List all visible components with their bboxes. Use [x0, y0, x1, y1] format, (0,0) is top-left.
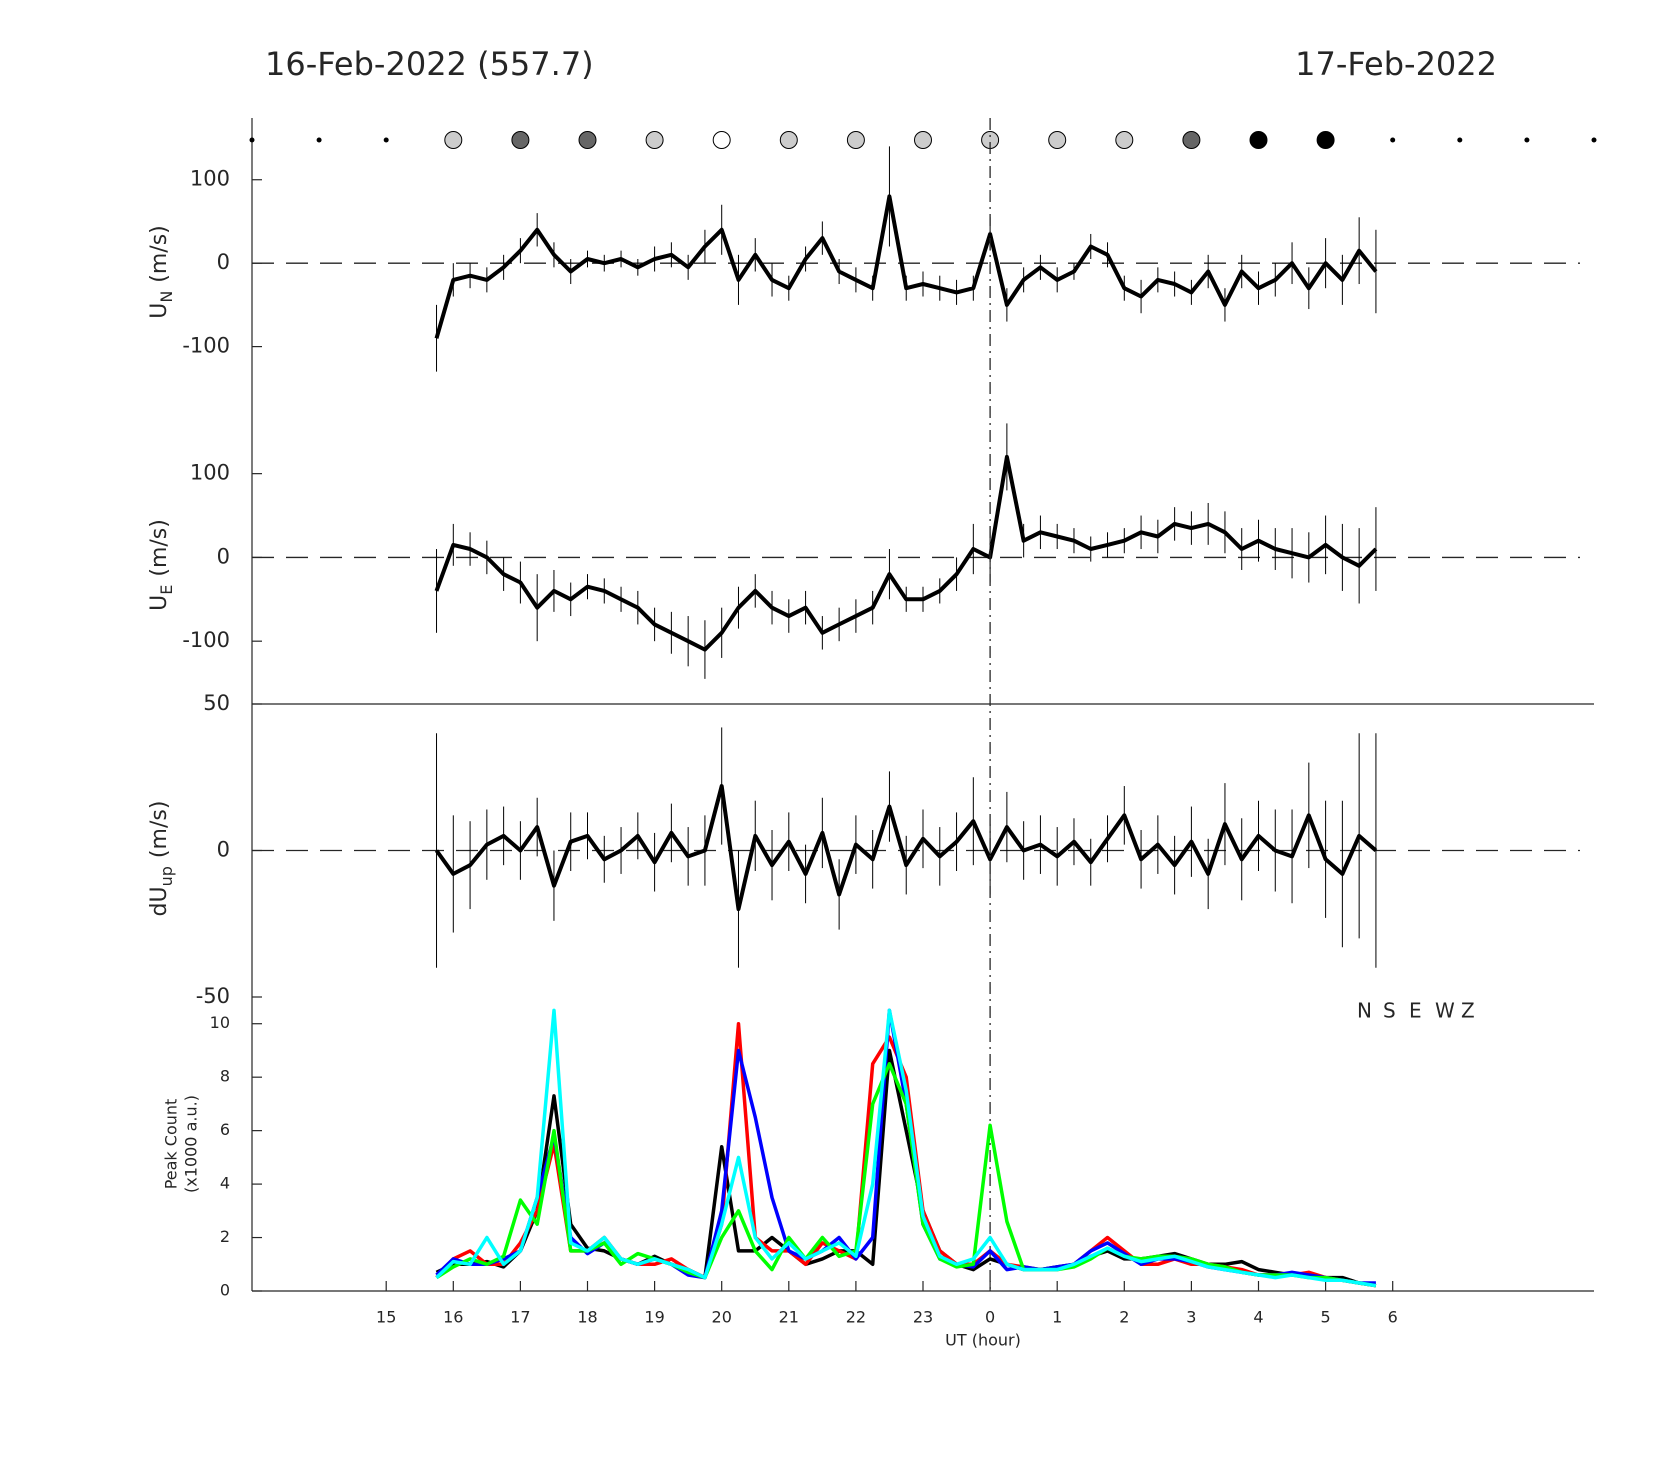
legend-entry: N [1357, 999, 1372, 1023]
x-tick-label: 1 [1052, 1308, 1062, 1327]
sky-marker [1524, 137, 1530, 143]
plot-area [435, 1008, 1377, 1288]
legend-entry: S [1383, 999, 1396, 1023]
y-label-unit: (m/s) [147, 225, 172, 282]
plot-area [434, 146, 1378, 372]
sky-marker [578, 131, 597, 149]
sky-marker [914, 131, 932, 149]
y-tick-label: -100 [182, 334, 230, 358]
sky-marker [645, 131, 664, 149]
y-label-unit: (m/s) [147, 801, 172, 858]
y-tick-label: 8 [220, 1067, 230, 1086]
y-axis-label: UE (m/s) [147, 519, 176, 611]
x-tick-label: 17 [510, 1308, 530, 1327]
x-tick-label: 21 [779, 1308, 799, 1327]
y-tick-label: 10 [210, 1013, 230, 1032]
data-line [434, 194, 1378, 339]
y-label-sub: N [157, 291, 176, 303]
y-tick-label: -100 [182, 628, 230, 652]
sky-marker [1390, 137, 1396, 143]
legend-entry: W [1435, 999, 1455, 1023]
y-tick-label: -50 [196, 984, 230, 1008]
x-tick-label: 16 [443, 1308, 463, 1327]
plot-area [434, 423, 1378, 679]
y-label-main: U [147, 303, 172, 319]
x-axis-label: UT (hour) [945, 1331, 1021, 1350]
y-tick-label: 4 [220, 1174, 230, 1193]
y-label-main: dU [147, 886, 172, 916]
sky-marker [779, 131, 798, 149]
x-tick-label: 20 [712, 1308, 732, 1327]
sky-marker [1249, 131, 1268, 149]
x-tick-label: 23 [913, 1308, 933, 1327]
y-tick-label: 6 [220, 1120, 230, 1139]
y-tick-label: 0 [217, 250, 230, 274]
y-axis-label: (x1000 a.u.) [182, 1095, 201, 1193]
legend-entry: E [1409, 999, 1422, 1023]
sky-marker [712, 131, 731, 149]
sky-marker [1591, 137, 1597, 143]
sky-marker [511, 131, 530, 149]
date-title: 16-Feb-2022 (557.7) [265, 45, 594, 83]
y-tick-label: 0 [217, 838, 230, 862]
y-label-sub: E [157, 585, 176, 595]
y-axis-label: dUup (m/s) [147, 801, 176, 917]
sky-marker [1182, 131, 1201, 149]
y-label-sub: up [157, 866, 176, 886]
sky-marker [444, 131, 463, 149]
data-line [434, 784, 1378, 912]
y-tick-label: 0 [220, 1281, 230, 1300]
x-tick-label: 4 [1253, 1308, 1263, 1327]
plot-area [434, 727, 1378, 968]
sky-marker [846, 131, 865, 149]
date-title-right: 17-Feb-2022 [1295, 45, 1497, 83]
data-line [434, 454, 1378, 652]
x-tick-label: 22 [846, 1308, 866, 1327]
x-tick-label: 3 [1186, 1308, 1196, 1327]
y-tick-label: 2 [220, 1227, 230, 1246]
y-tick-label: 50 [203, 691, 230, 715]
sky-marker [1316, 131, 1335, 149]
sky-marker [383, 137, 389, 143]
sky-marker [249, 137, 255, 143]
data-line [435, 1008, 1377, 1288]
x-tick-label: 5 [1321, 1308, 1331, 1327]
y-axis-label: UN (m/s) [147, 225, 176, 319]
legend-entry: Z [1461, 999, 1475, 1023]
x-tick-label: 18 [577, 1308, 597, 1327]
y-tick-label: 100 [190, 167, 230, 191]
y-tick-label: 0 [217, 544, 230, 568]
x-tick-label: 6 [1388, 1308, 1398, 1327]
y-tick-label: 100 [190, 461, 230, 485]
sky-marker [1457, 137, 1463, 143]
sky-marker [316, 137, 322, 143]
x-tick-label: 0 [985, 1308, 995, 1327]
sky-marker [1115, 131, 1134, 149]
y-label-main: U [147, 595, 172, 611]
x-tick-label: 19 [644, 1308, 664, 1327]
x-tick-label: 15 [376, 1308, 396, 1327]
sky-marker [1048, 131, 1067, 149]
y-label-unit: (m/s) [147, 519, 172, 576]
x-tick-label: 2 [1119, 1308, 1129, 1327]
y-axis-label: Peak Count [162, 1099, 181, 1190]
